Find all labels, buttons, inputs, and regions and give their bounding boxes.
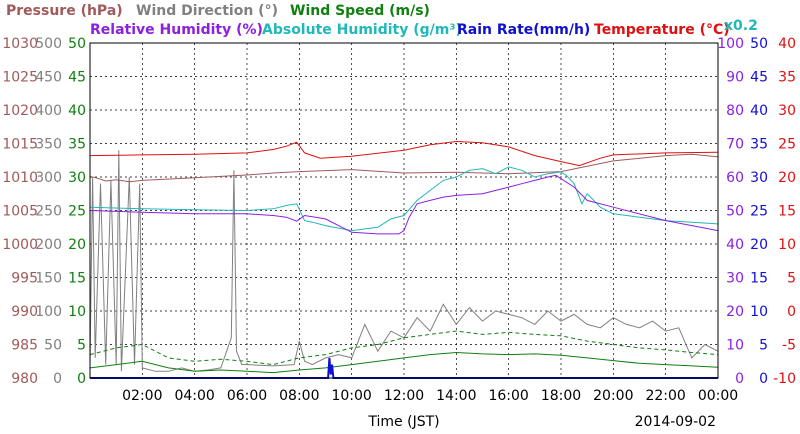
wind-speed-tick-label: 10 [68, 304, 86, 320]
rel-hum-tick-label: 100 [717, 36, 744, 52]
series-line-absolute-humidity-g-m [89, 166, 719, 232]
wind-dir-tick-label: 100 [35, 304, 62, 320]
rel-hum-tick-label: 90 [726, 70, 744, 86]
rel-hum-tick-label: 70 [726, 137, 744, 153]
pressure-tick-label: 995 [11, 271, 38, 287]
pressure-tick-label: 1015 [2, 137, 38, 153]
series-line-temperature-c [89, 140, 719, 167]
temp-tick-label: 40 [778, 36, 796, 52]
humidity-multiplier-label: x0.2 [724, 18, 758, 34]
x-tick-label: 22:00 [645, 388, 685, 404]
x-tick-label: 04:00 [174, 388, 214, 404]
rain-tick-label: 5 [759, 338, 768, 354]
x-axis-label: Time (JST) [367, 414, 439, 430]
pressure-tick-label: 990 [11, 304, 38, 320]
rel-hum-tick-label: 60 [726, 170, 744, 186]
temperature-axis-label: Temperature (°C) [594, 22, 730, 38]
pressure-tick-label: 1030 [2, 36, 38, 52]
wind-dir-tick-label: 450 [35, 70, 62, 86]
wind-direction-axis-label: Wind Direction (°) [136, 3, 278, 19]
chart-date: 2014-09-02 [635, 414, 716, 430]
wind-speed-tick-label: 45 [68, 70, 86, 86]
rel-hum-tick-label: 10 [726, 338, 744, 354]
pressure-tick-label: 980 [11, 371, 38, 387]
pressure-tick-label: 1005 [2, 204, 38, 220]
rain-tick-label: 45 [750, 70, 768, 86]
rain-tick-label: 35 [750, 137, 768, 153]
rel-hum-tick-label: 0 [735, 371, 744, 387]
wind-dir-tick-label: 150 [35, 271, 62, 287]
pressure-axis-label: Pressure (hPa) [6, 3, 123, 19]
wind-speed-axis-label: Wind Speed (m/s) [290, 3, 430, 19]
wind-speed-tick-label: 35 [68, 137, 86, 153]
temp-tick-label: -5 [782, 338, 796, 354]
x-tick-label: 08:00 [279, 388, 319, 404]
relative-humidity-axis-label: Relative Humidity (%) [90, 22, 263, 38]
rain-tick-label: 10 [750, 304, 768, 320]
temp-tick-label: 35 [778, 70, 796, 86]
temp-tick-label: -10 [773, 371, 796, 387]
temp-tick-label: 15 [778, 204, 796, 220]
x-tick-label: 00:00 [698, 388, 738, 404]
rel-hum-tick-label: 20 [726, 304, 744, 320]
rain-tick-label: 25 [750, 204, 768, 220]
rel-hum-tick-label: 80 [726, 103, 744, 119]
pressure-tick-label: 1025 [2, 70, 38, 86]
pressure-tick-label: 1000 [2, 237, 38, 253]
temp-tick-label: 20 [778, 170, 796, 186]
rain-tick-label: 30 [750, 170, 768, 186]
temp-tick-label: 30 [778, 103, 796, 119]
pressure-tick-label: 985 [11, 338, 38, 354]
x-tick-label: 10:00 [331, 388, 371, 404]
rain-tick-label: 20 [750, 237, 768, 253]
wind-speed-tick-label: 50 [68, 36, 86, 52]
x-tick-label: 18:00 [541, 388, 581, 404]
wind-speed-tick-label: 0 [77, 371, 86, 387]
absolute-humidity-axis-label: Absolute Humidity (g/m³) [262, 22, 462, 38]
series-line-relative-humidity [89, 174, 719, 235]
rain-tick-label: 40 [750, 103, 768, 119]
wind-speed-tick-label: 15 [68, 271, 86, 287]
rel-hum-tick-label: 50 [726, 204, 744, 220]
series-line-wind-speed-m-s [89, 351, 719, 374]
plot-frame [89, 42, 719, 379]
x-tick-label: 02:00 [122, 388, 162, 404]
x-tick-label: 20:00 [593, 388, 633, 404]
rel-hum-tick-label: 30 [726, 271, 744, 287]
series-line-wind-direction [89, 150, 719, 372]
rain-tick-label: 50 [750, 36, 768, 52]
rel-hum-tick-label: 40 [726, 237, 744, 253]
temp-tick-label: 0 [787, 304, 796, 320]
rain-rate-axis-label: Rain Rate(mm/h) [457, 22, 590, 38]
wind-speed-tick-label: 20 [68, 237, 86, 253]
temp-tick-label: 25 [778, 137, 796, 153]
wind-speed-tick-label: 30 [68, 170, 86, 186]
wind-speed-tick-label: 25 [68, 204, 86, 220]
wind-dir-tick-label: 0 [53, 371, 62, 387]
pressure-tick-label: 1020 [2, 103, 38, 119]
x-tick-label: 14:00 [436, 388, 476, 404]
pressure-tick-label: 1010 [2, 170, 38, 186]
x-tick-label: 16:00 [488, 388, 528, 404]
series-line-wind-speed-gust-m-s [89, 330, 719, 366]
x-tick-label: 06:00 [227, 388, 267, 404]
wind-dir-tick-label: 200 [35, 237, 62, 253]
wind-speed-tick-label: 40 [68, 103, 86, 119]
wind-dir-tick-label: 400 [35, 103, 62, 119]
rain-tick-label: 15 [750, 271, 768, 287]
wind-dir-tick-label: 500 [35, 36, 62, 52]
rain-tick-label: 0 [759, 371, 768, 387]
series-line-pressure-hpa [89, 153, 719, 183]
axis-ticks: 9809859909951000100510101015102010251030… [2, 36, 796, 404]
temp-tick-label: 10 [778, 237, 796, 253]
wind-dir-tick-label: 350 [35, 137, 62, 153]
wind-dir-tick-label: 250 [35, 204, 62, 220]
temp-tick-label: 5 [787, 271, 796, 287]
wind-speed-tick-label: 5 [77, 338, 86, 354]
grid [90, 43, 718, 378]
wind-dir-tick-label: 50 [44, 338, 62, 354]
wind-dir-tick-label: 300 [35, 170, 62, 186]
x-tick-label: 12:00 [384, 388, 424, 404]
